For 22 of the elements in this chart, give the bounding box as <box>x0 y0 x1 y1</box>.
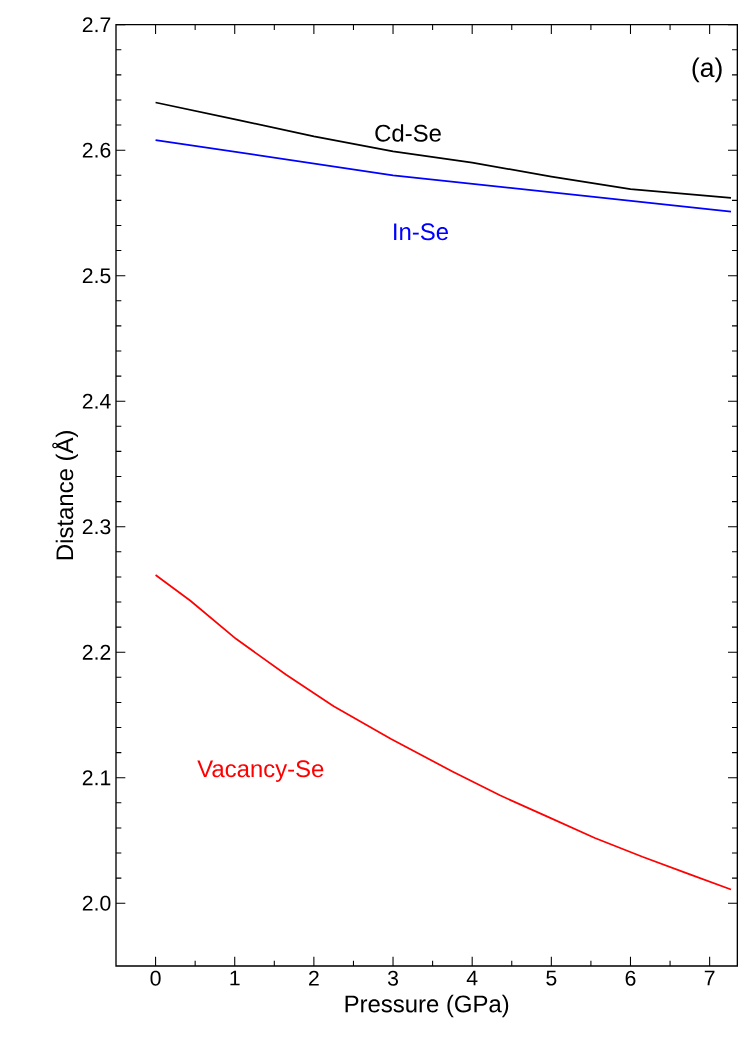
x-tick-label: 4 <box>466 970 478 986</box>
y-tick-label: 2.0 <box>82 895 111 911</box>
x-axis-title: Pressure (GPa) <box>345 994 509 1018</box>
y-tick-label: 2.3 <box>82 519 111 535</box>
x-tick-label: 6 <box>625 970 636 986</box>
x-tick-label: 7 <box>704 970 715 986</box>
series-label: In-Se <box>394 223 448 241</box>
x-tick-label: 0 <box>150 970 161 986</box>
y-tick-label: 2.1 <box>82 770 111 786</box>
y-tick-label: 2.5 <box>82 268 111 284</box>
annotation: (a) <box>692 57 722 83</box>
y-tick-label: 2.4 <box>82 393 111 409</box>
x-tick-label: 1 <box>230 970 240 986</box>
y-tick-label: 2.6 <box>82 142 111 158</box>
x-tick-label: 2 <box>309 970 319 986</box>
y-axis-title: Distance (Å) <box>52 431 78 560</box>
text: Vacancy-Se <box>197 760 324 782</box>
y-tick-label: 2.2 <box>82 644 111 660</box>
x-tick-label: 5 <box>546 970 557 986</box>
y-tick-label: 2.7 <box>82 17 111 33</box>
series-label: Cd-Se <box>375 124 441 142</box>
x-tick-label: 3 <box>387 970 398 986</box>
